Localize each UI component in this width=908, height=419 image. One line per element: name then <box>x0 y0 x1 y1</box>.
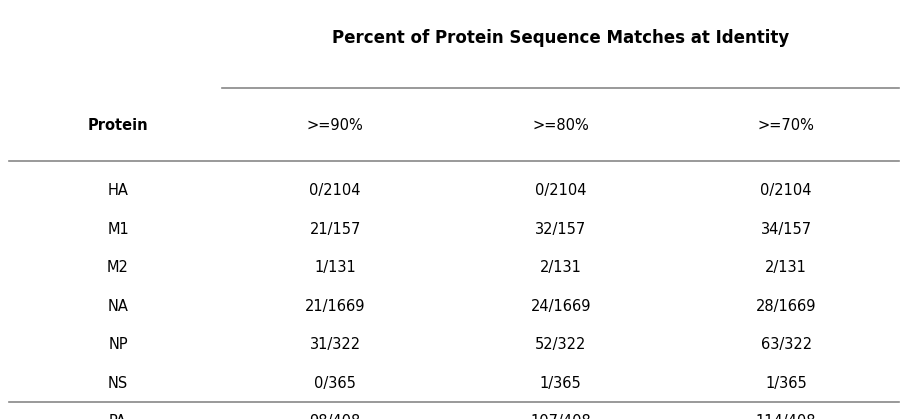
Text: >=70%: >=70% <box>758 118 814 133</box>
Text: 63/322: 63/322 <box>761 337 812 352</box>
Text: Percent of Protein Sequence Matches at Identity: Percent of Protein Sequence Matches at I… <box>332 29 789 47</box>
Text: 0/2104: 0/2104 <box>310 183 361 198</box>
Text: 2/131: 2/131 <box>765 260 807 275</box>
Text: 0/365: 0/365 <box>314 376 356 391</box>
Text: M2: M2 <box>107 260 129 275</box>
Text: 1/365: 1/365 <box>765 376 807 391</box>
Text: 34/157: 34/157 <box>761 222 812 237</box>
Text: 24/1669: 24/1669 <box>530 299 591 314</box>
Text: 114/408: 114/408 <box>756 414 816 419</box>
Text: 98/408: 98/408 <box>310 414 360 419</box>
Text: 31/322: 31/322 <box>310 337 360 352</box>
Text: NS: NS <box>108 376 128 391</box>
Text: 1/131: 1/131 <box>314 260 356 275</box>
Text: PA: PA <box>109 414 127 419</box>
Text: >=90%: >=90% <box>307 118 363 133</box>
Text: Protein: Protein <box>88 118 148 133</box>
Text: 1/365: 1/365 <box>540 376 581 391</box>
Text: 21/1669: 21/1669 <box>305 299 365 314</box>
Text: M1: M1 <box>107 222 129 237</box>
Text: 28/1669: 28/1669 <box>756 299 816 314</box>
Text: 32/157: 32/157 <box>535 222 587 237</box>
Text: 2/131: 2/131 <box>539 260 582 275</box>
Text: >=80%: >=80% <box>532 118 589 133</box>
Text: NA: NA <box>108 299 128 314</box>
Text: 0/2104: 0/2104 <box>535 183 587 198</box>
Text: 21/157: 21/157 <box>310 222 360 237</box>
Text: 0/2104: 0/2104 <box>760 183 812 198</box>
Text: HA: HA <box>108 183 128 198</box>
Text: 107/408: 107/408 <box>530 414 591 419</box>
Text: 52/322: 52/322 <box>535 337 587 352</box>
Text: NP: NP <box>108 337 128 352</box>
